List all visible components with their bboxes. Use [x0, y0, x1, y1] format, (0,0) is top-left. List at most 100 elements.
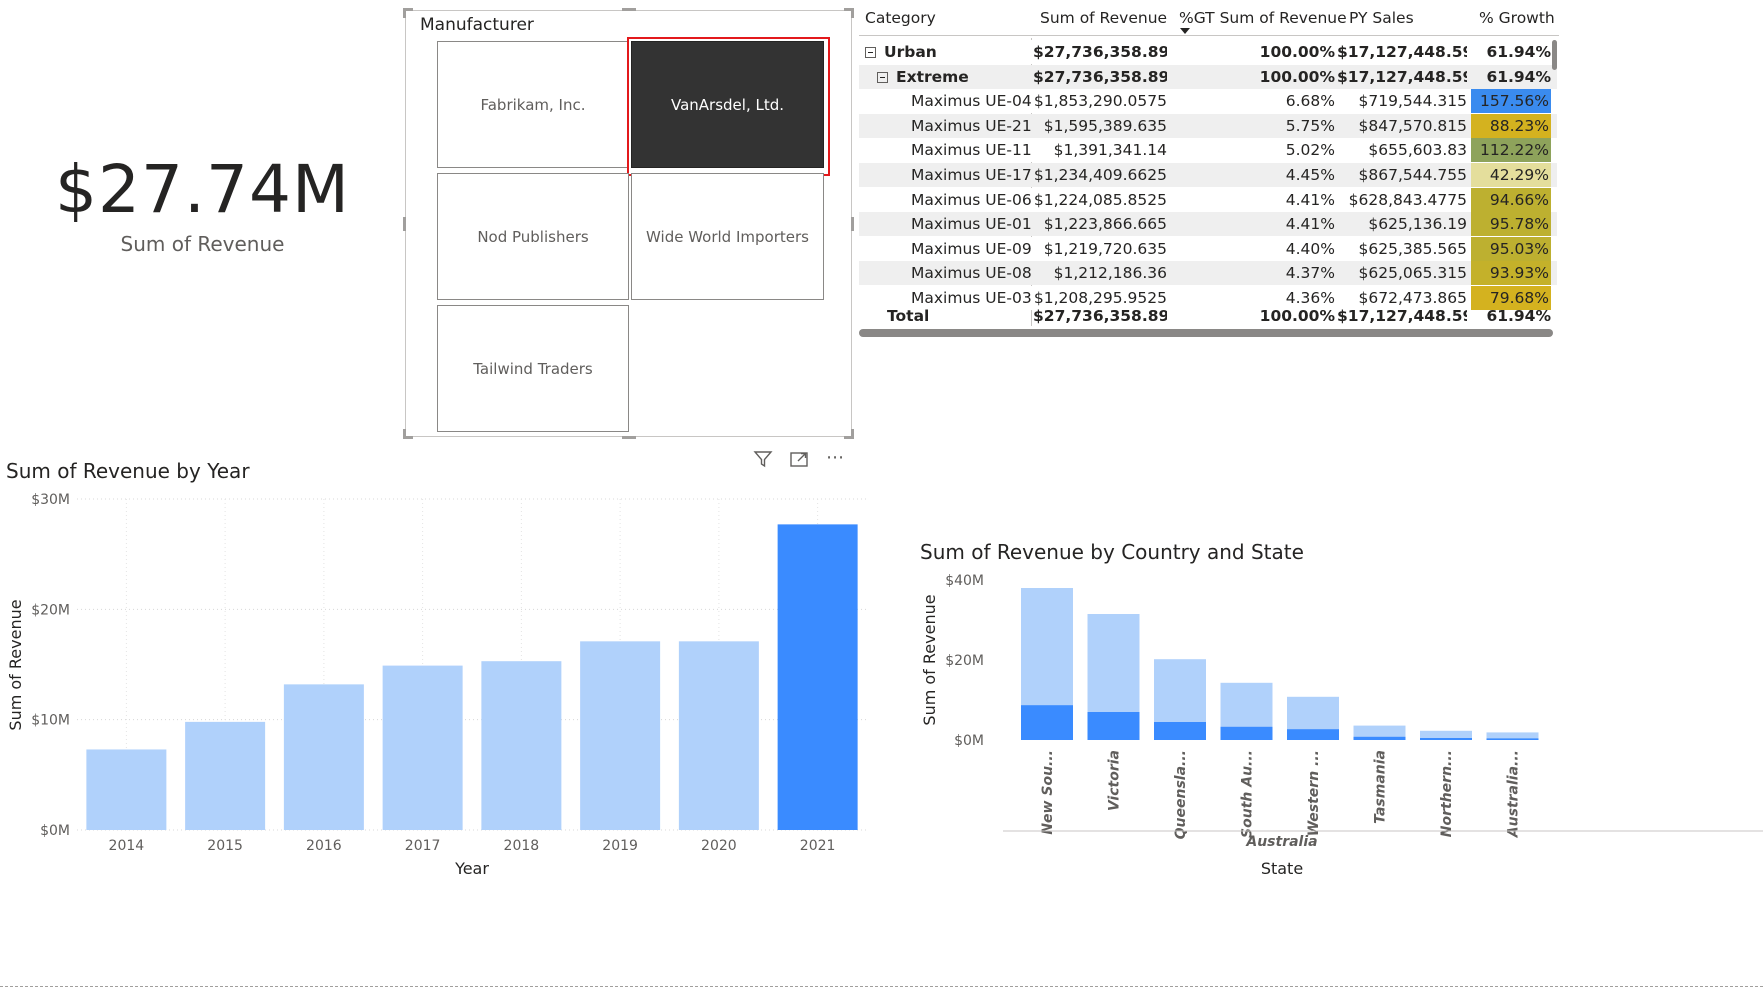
bar-total-5[interactable]	[1353, 725, 1406, 740]
revenue-by-year-chart[interactable]: $0M $10M $20M $30M 2014 2015 2016 2017 2018 2019 2…	[0, 485, 880, 885]
slicer-tile-wide-world-importers[interactable]: Wide World Importers	[631, 173, 824, 300]
cell-growth: 61.94%	[1486, 43, 1551, 61]
header-sum-of-revenue[interactable]: Sum of Revenue	[1040, 9, 1168, 27]
x-tick-label: 2021	[800, 838, 836, 854]
kpi-card[interactable]: $27.74M Sum of Revenue	[0, 150, 405, 256]
header-category[interactable]: Category	[865, 9, 936, 27]
collapse-icon[interactable]	[877, 71, 888, 83]
slicer-tile-fabrikam[interactable]: Fabrikam, Inc.	[437, 41, 629, 168]
bar-highlight-2[interactable]	[1154, 722, 1206, 740]
bar-highlight-3[interactable]	[1220, 726, 1273, 740]
cell-revenue: $1,391,341.14	[1053, 141, 1167, 160]
filter-icon[interactable]	[751, 447, 775, 471]
collapse-icon[interactable]	[865, 47, 876, 58]
horizontal-scrollbar[interactable]	[859, 329, 1553, 337]
resize-handle-right[interactable]	[851, 217, 854, 231]
more-options-icon[interactable]: ⋯	[823, 445, 847, 469]
resize-handle-top-right[interactable]	[844, 8, 854, 11]
total-gt: 100.00%	[1259, 307, 1335, 325]
table-row[interactable]	[859, 236, 1557, 261]
x-tick-label: New Sou...	[1040, 750, 1056, 835]
table-row[interactable]	[859, 89, 1557, 114]
x-tick-label: Victoria	[1107, 750, 1123, 811]
resize-handle-top-left-v[interactable]	[403, 8, 406, 18]
table-row[interactable]	[859, 163, 1557, 187]
slicer-tile-vanarsdel[interactable]: VanArsdel, Ltd.	[631, 41, 824, 168]
y-tick-label: $20M	[945, 653, 984, 669]
bar-2020[interactable]	[678, 641, 759, 830]
bar-total-7[interactable]	[1486, 732, 1539, 740]
total-growth: 61.94%	[1486, 307, 1551, 325]
resize-handle-bottom-left[interactable]	[403, 436, 413, 439]
resize-handle-bottom-right[interactable]	[844, 436, 854, 439]
header-py-sales[interactable]: PY Sales	[1349, 9, 1414, 27]
bar-2014[interactable]	[86, 749, 167, 830]
manufacturer-slicer[interactable]: Manufacturer Fabrikam, Inc. VanArsdel, L…	[403, 8, 854, 439]
cell-growth: 88.23%	[1471, 113, 1551, 138]
page-bottom-border	[0, 986, 1763, 987]
table-row[interactable]	[859, 286, 1557, 310]
cell-growth: 42.29%	[1471, 163, 1551, 187]
resize-handle-top-right-v[interactable]	[851, 8, 854, 18]
slicer-tile-label: Nod Publishers	[477, 227, 589, 246]
bar-highlight-1[interactable]	[1087, 712, 1140, 740]
x-axis-title: Year	[454, 859, 489, 878]
resize-handle-left[interactable]	[403, 217, 406, 231]
table-row[interactable]	[859, 113, 1557, 138]
vertical-scrollbar[interactable]	[1552, 40, 1557, 70]
bar-2018[interactable]	[481, 661, 562, 830]
cell-growth: 95.03%	[1471, 236, 1551, 261]
row-label: Extreme	[877, 65, 969, 89]
table-row[interactable]	[859, 64, 1557, 89]
state-chart-title: Sum of Revenue by Country and State	[920, 540, 1304, 564]
row-label: Maximus UE-21	[911, 114, 1032, 138]
cell-growth: 95.78%	[1471, 212, 1551, 237]
header-growth[interactable]: % Growth	[1479, 9, 1555, 27]
cell-py: $625,385.565	[1358, 239, 1467, 258]
bar-highlight-4[interactable]	[1287, 729, 1339, 740]
resize-handle-top[interactable]	[622, 8, 636, 11]
cell-gt: 4.45%	[1285, 166, 1335, 184]
table-row[interactable]	[859, 40, 1557, 64]
group-label: Australia	[1245, 834, 1317, 850]
bar-2016[interactable]	[283, 684, 364, 830]
row-label-text: Maximus UE-06	[911, 190, 1032, 209]
cell-gt: 100.00%	[1259, 67, 1335, 86]
cell-revenue: $1,208,295.9525	[1033, 289, 1167, 307]
y-tick-label: $40M	[945, 573, 984, 589]
table-row[interactable]	[859, 187, 1557, 212]
resize-handle-bottom-right-v[interactable]	[851, 429, 854, 439]
cell-revenue: $1,224,085.8525	[1033, 190, 1167, 209]
bar-2021[interactable]	[777, 524, 858, 830]
table-row[interactable]	[859, 212, 1557, 237]
row-label-text: Maximus UE-03	[911, 289, 1032, 307]
bar-2015[interactable]	[185, 721, 266, 830]
cell-revenue: $1,219,720.635	[1043, 239, 1167, 258]
bar-2019[interactable]	[580, 641, 661, 830]
header-gt-sum-of-revenue[interactable]: %GT Sum of Revenue	[1179, 9, 1347, 27]
x-tick-label: 2015	[207, 838, 243, 854]
cell-py: $867,544.755	[1358, 166, 1467, 184]
resize-handle-top-left[interactable]	[403, 8, 413, 11]
table-row[interactable]	[859, 261, 1557, 286]
focus-mode-icon[interactable]	[787, 447, 811, 471]
slicer-tile-label: Tailwind Traders	[473, 359, 593, 378]
total-revenue: $27,736,358.895	[1033, 307, 1167, 325]
bar-highlight-7[interactable]	[1486, 738, 1539, 740]
table-row[interactable]	[859, 138, 1557, 163]
row-label-text: Maximus UE-01	[911, 215, 1032, 234]
bar-highlight-0[interactable]	[1021, 705, 1073, 740]
slicer-tile-nod-publishers[interactable]: Nod Publishers	[437, 173, 629, 300]
bar-2017[interactable]	[382, 665, 463, 830]
slicer-tile-tailwind-traders[interactable]: Tailwind Traders	[437, 305, 629, 432]
revenue-matrix[interactable]: Category Sum of Revenue %GT Sum of Reven…	[859, 0, 1559, 340]
bar-total-6[interactable]	[1420, 730, 1472, 740]
resize-handle-bottom[interactable]	[622, 436, 636, 439]
row-label-text: Maximus UE-04	[911, 92, 1032, 111]
cell-py: $625,065.315	[1358, 264, 1467, 283]
revenue-by-state-chart[interactable]: $0M $20M $40M New Sou... Victoria Queensla...…	[910, 565, 1763, 885]
resize-handle-bottom-left-v[interactable]	[403, 429, 406, 439]
bar-highlight-5[interactable]	[1353, 736, 1406, 740]
bar-highlight-6[interactable]	[1420, 738, 1472, 740]
row-label: Maximus UE-09	[911, 237, 1032, 261]
